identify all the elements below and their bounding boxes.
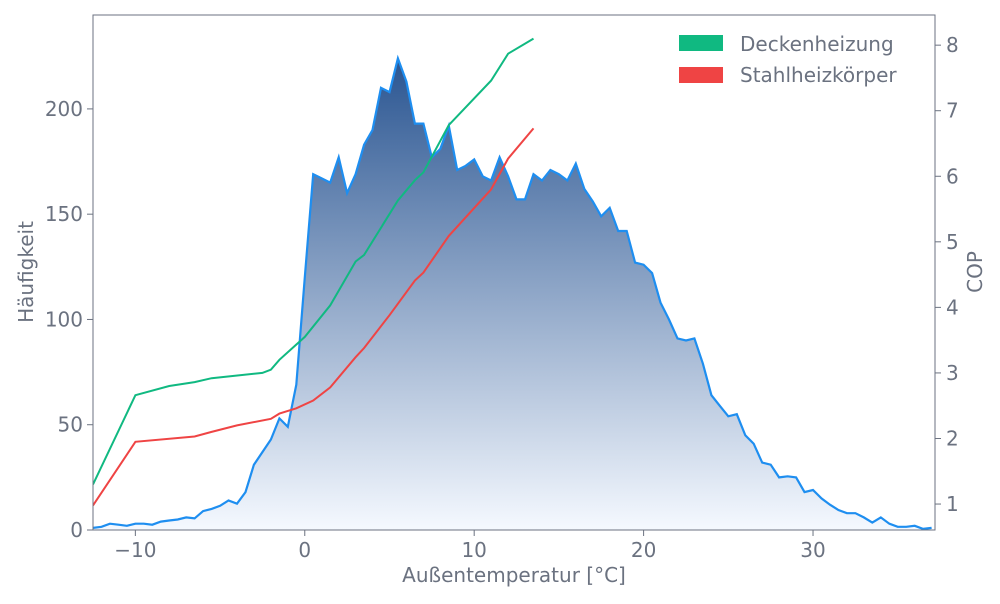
y2-tick-label: 8 [946,33,959,57]
x-tick-label: 20 [631,538,656,562]
y-tick-label: 50 [58,413,83,437]
y2-tick-label: 7 [946,99,959,123]
x-tick-label: 10 [461,538,486,562]
y-tick-label: 100 [45,307,83,331]
y2-tick-label: 4 [946,295,959,319]
y2-axis-label: COP [963,251,987,293]
series-line-deckenheizung [93,37,535,485]
legend: Deckenheizung Stahlheizkörper [679,32,897,87]
y-tick-label: 200 [45,97,83,121]
y2-tick-label: 5 [946,230,959,254]
y2-tick-label: 6 [946,164,959,188]
legend-swatch-stahlheizkoerper [679,67,723,83]
series-line-stahlheizkoerper [93,127,535,506]
y2-tick-label: 2 [946,426,959,450]
y-tick-label: 0 [70,518,83,542]
x-tick-label: 30 [800,538,825,562]
legend-label-stahlheizkoerper: Stahlheizkörper [740,63,897,87]
x-axis-label: Außentemperatur [°C] [402,563,626,587]
y2-tick-label: 3 [946,361,959,385]
x-tick-label: −10 [114,538,156,562]
legend-swatch-deckenheizung [679,35,723,51]
histogram-line [93,54,932,530]
y-axis-label: Häufigkeit [14,221,38,323]
legend-label-deckenheizung: Deckenheizung [740,32,894,56]
x-tick-label: 0 [298,538,311,562]
plot-frame [92,14,936,531]
y2-tick-label: 1 [946,492,959,516]
histogram-area [93,58,932,530]
y-tick-label: 150 [45,202,83,226]
